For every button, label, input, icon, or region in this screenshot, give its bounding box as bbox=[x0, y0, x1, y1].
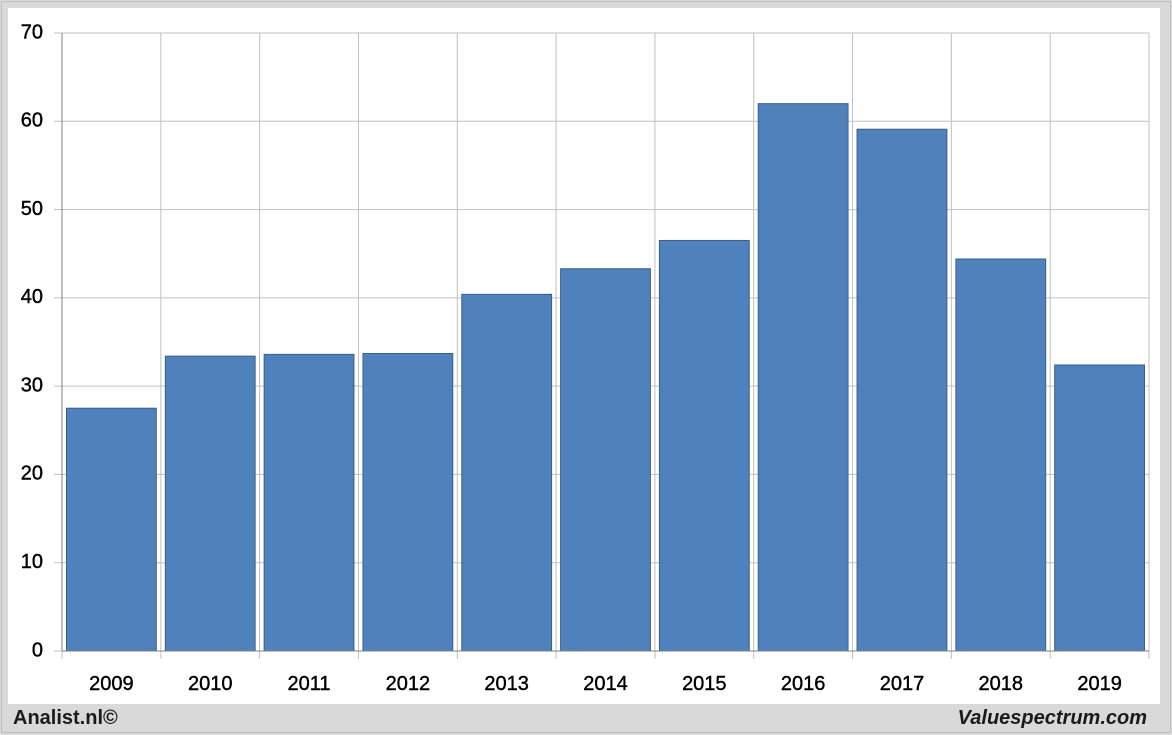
svg-text:2019: 2019 bbox=[1077, 673, 1122, 695]
svg-text:0: 0 bbox=[32, 639, 43, 661]
svg-text:70: 70 bbox=[21, 21, 43, 43]
svg-text:2018: 2018 bbox=[979, 673, 1024, 695]
svg-text:20: 20 bbox=[21, 463, 43, 485]
svg-text:2009: 2009 bbox=[89, 673, 134, 695]
svg-text:10: 10 bbox=[21, 551, 43, 573]
svg-text:2012: 2012 bbox=[386, 673, 431, 695]
svg-text:40: 40 bbox=[21, 286, 43, 308]
svg-text:2014: 2014 bbox=[583, 673, 628, 695]
svg-text:2015: 2015 bbox=[682, 673, 727, 695]
svg-text:2016: 2016 bbox=[781, 673, 826, 695]
svg-text:2010: 2010 bbox=[188, 673, 233, 695]
svg-text:60: 60 bbox=[21, 110, 43, 132]
svg-text:2017: 2017 bbox=[880, 673, 925, 695]
svg-text:30: 30 bbox=[21, 374, 43, 396]
svg-text:2011: 2011 bbox=[288, 673, 331, 695]
svg-text:2013: 2013 bbox=[484, 673, 529, 695]
svg-text:50: 50 bbox=[21, 198, 43, 220]
